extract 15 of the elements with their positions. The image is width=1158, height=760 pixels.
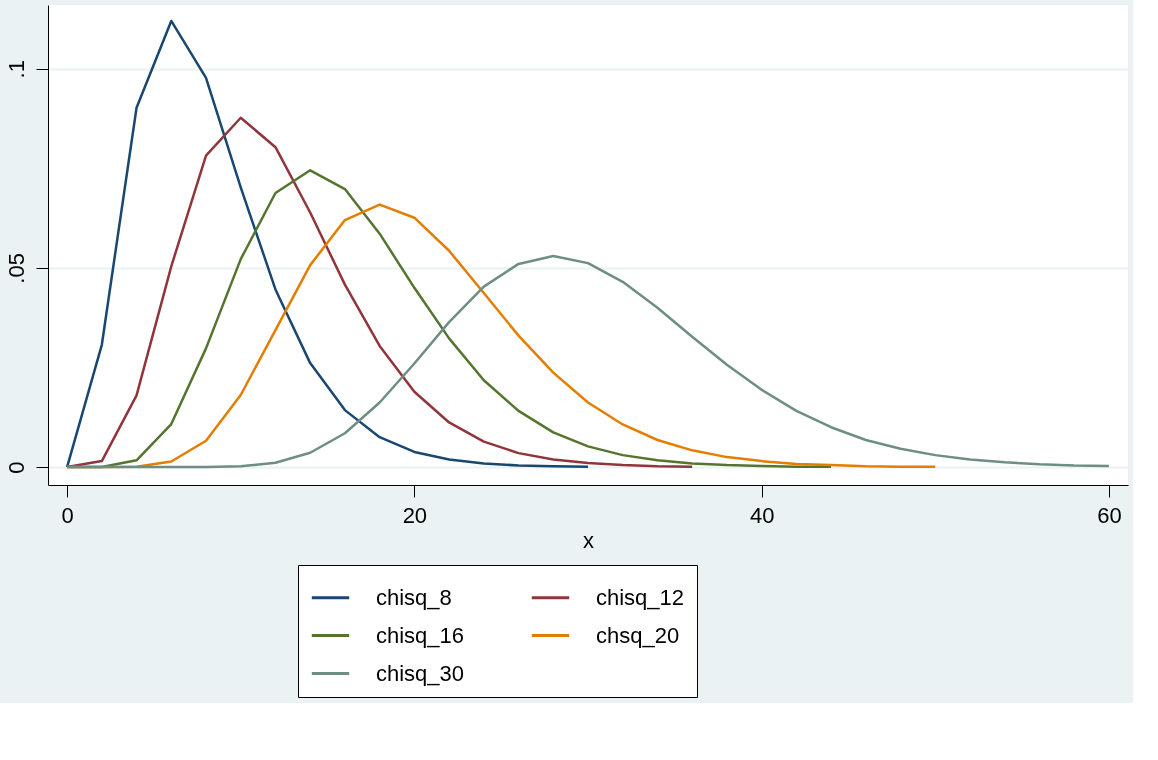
legend-label: chisq_16 <box>376 622 465 648</box>
line-series <box>65 254 1111 469</box>
y-tick-label: 0 <box>3 461 29 474</box>
y-tick-label: .05 <box>3 253 29 284</box>
line-series <box>65 19 590 469</box>
x-tick-label: 0 <box>61 502 74 528</box>
x-tick-label: 20 <box>402 502 428 528</box>
legend-label: chsq_20 <box>596 622 680 648</box>
legend-label: chisq_8 <box>376 584 452 610</box>
legend-label: chisq_30 <box>376 660 465 686</box>
x-tick-label: 40 <box>749 502 775 528</box>
y-tick-label: .1 <box>3 60 29 79</box>
x-tick-label: 60 <box>1097 502 1122 528</box>
x-axis-title: x <box>583 527 594 553</box>
legend-label: chisq_12 <box>596 584 685 610</box>
